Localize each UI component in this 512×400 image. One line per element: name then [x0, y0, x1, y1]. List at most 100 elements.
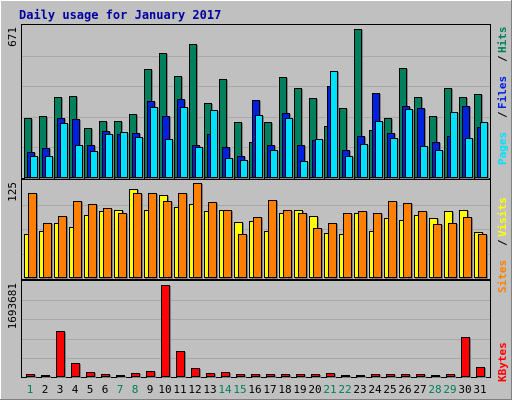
pages-bar-fill — [315, 139, 323, 178]
x-tick-label: 4 — [72, 383, 79, 396]
pages-bar — [120, 132, 129, 179]
kbytes-bar — [251, 374, 261, 378]
pages-bar-fill — [120, 132, 128, 178]
kbytes-bar-fill — [461, 337, 470, 377]
kbytes-bar-fill — [446, 374, 455, 377]
pages-bar-fill — [345, 156, 353, 178]
pages-bar — [195, 147, 204, 179]
pages-bar-fill — [330, 71, 338, 178]
pages-bar — [90, 151, 99, 179]
kbytes-bar-fill — [41, 375, 50, 377]
sites-bar-fill — [283, 210, 292, 278]
x-tick-label: 2 — [42, 383, 49, 396]
kbytes-bar-fill — [386, 374, 395, 377]
kbytes-bar-fill — [71, 363, 80, 377]
kbytes-bar — [41, 375, 51, 378]
sites-bar-fill — [463, 217, 472, 278]
kbytes-bar-fill — [341, 375, 350, 377]
pages-bar — [420, 146, 429, 179]
sites-bar-fill — [433, 224, 442, 278]
kbytes-bar-fill — [56, 331, 65, 377]
pages-bar — [135, 137, 144, 179]
x-tick-label: 5 — [87, 383, 94, 396]
x-tick-label: 23 — [353, 383, 366, 396]
sites-bar-fill — [238, 234, 247, 278]
x-tick-label: 12 — [188, 383, 201, 396]
sites-bar-fill — [133, 193, 142, 278]
kbytes-bar — [236, 374, 246, 378]
x-tick-label: 31 — [473, 383, 486, 396]
x-tick-label: 14 — [218, 383, 232, 396]
kbytes-bar-fill — [371, 374, 380, 377]
kbytes-bar — [416, 374, 426, 378]
sites-panel-max-label: 125 — [6, 182, 19, 202]
sites-bar — [313, 228, 323, 279]
pages-bar-fill — [450, 112, 458, 178]
kbytes-bar — [101, 374, 111, 378]
pages-bar-fill — [420, 146, 428, 178]
kbytes-bar-fill — [26, 374, 35, 377]
legend-files: Files — [496, 76, 509, 109]
pages-bar — [180, 107, 189, 179]
legend-kbytes: KBytes — [496, 342, 509, 382]
x-tick-label: 1 — [27, 383, 34, 396]
kbytes-bar-fill — [311, 374, 320, 377]
kbytes-bar-fill — [431, 375, 440, 377]
x-tick-label: 20 — [308, 383, 321, 396]
sites-bar — [28, 193, 38, 279]
sites-bar-fill — [118, 213, 127, 278]
legend-pages: Pages — [496, 132, 509, 165]
sites-bar-fill — [88, 204, 97, 278]
sites-bar — [73, 201, 83, 279]
pages-bar — [390, 138, 399, 179]
pages-bar — [30, 156, 39, 179]
pages-bar — [210, 110, 219, 179]
x-tick-label: 13 — [203, 383, 216, 396]
pages-bar-fill — [405, 109, 413, 178]
kbytes-bar — [431, 375, 441, 378]
sites-panel-bars — [24, 183, 488, 279]
pages-bar — [270, 150, 279, 179]
x-tick-label: 8 — [132, 383, 139, 396]
pages-bar-fill — [60, 123, 68, 178]
kbytes-bar — [446, 374, 456, 378]
kbytes-bar-fill — [221, 372, 230, 377]
kbytes-bar — [146, 371, 156, 378]
kbytes-bar — [191, 368, 201, 378]
x-tick-label: 28 — [428, 383, 441, 396]
pages-bar-fill — [45, 156, 53, 178]
pages-bar-fill — [180, 107, 188, 178]
sites-bar-fill — [163, 201, 172, 278]
kbytes-bar — [461, 337, 471, 378]
kbytes-bar-fill — [176, 351, 185, 377]
x-tick-label: 18 — [278, 383, 291, 396]
kbytes-bar-fill — [101, 374, 110, 377]
sites-bar — [238, 234, 248, 279]
legend-sites: Sites — [496, 260, 509, 293]
sites-bar — [148, 193, 158, 279]
legend-separator: / — [496, 239, 509, 246]
sites-bar-fill — [358, 211, 367, 278]
kbytes-bar — [26, 374, 36, 378]
kbytes-bar — [131, 373, 141, 378]
pages-bar-fill — [135, 137, 143, 178]
sites-bar-fill — [268, 200, 277, 278]
sites-bar-fill — [403, 203, 412, 278]
sites-bar-fill — [328, 223, 337, 278]
panel-kbytes-frame — [21, 280, 491, 378]
kbytes-bar — [356, 375, 366, 378]
sites-bar — [433, 224, 443, 279]
kbytes-bar-fill — [131, 373, 140, 377]
pages-bar-fill — [240, 160, 248, 178]
pages-bar — [315, 139, 324, 179]
sites-bar — [358, 211, 368, 279]
pages-bar-fill — [375, 121, 383, 178]
pages-bar — [45, 156, 54, 179]
sites-bar — [58, 216, 68, 279]
sites-bar-fill — [58, 216, 67, 278]
x-tick-label: 26 — [398, 383, 411, 396]
kbytes-bar — [401, 374, 411, 378]
legend-hits: Hits — [496, 27, 509, 54]
kbytes-bar-fill — [236, 374, 245, 377]
pages-bar — [300, 161, 309, 179]
